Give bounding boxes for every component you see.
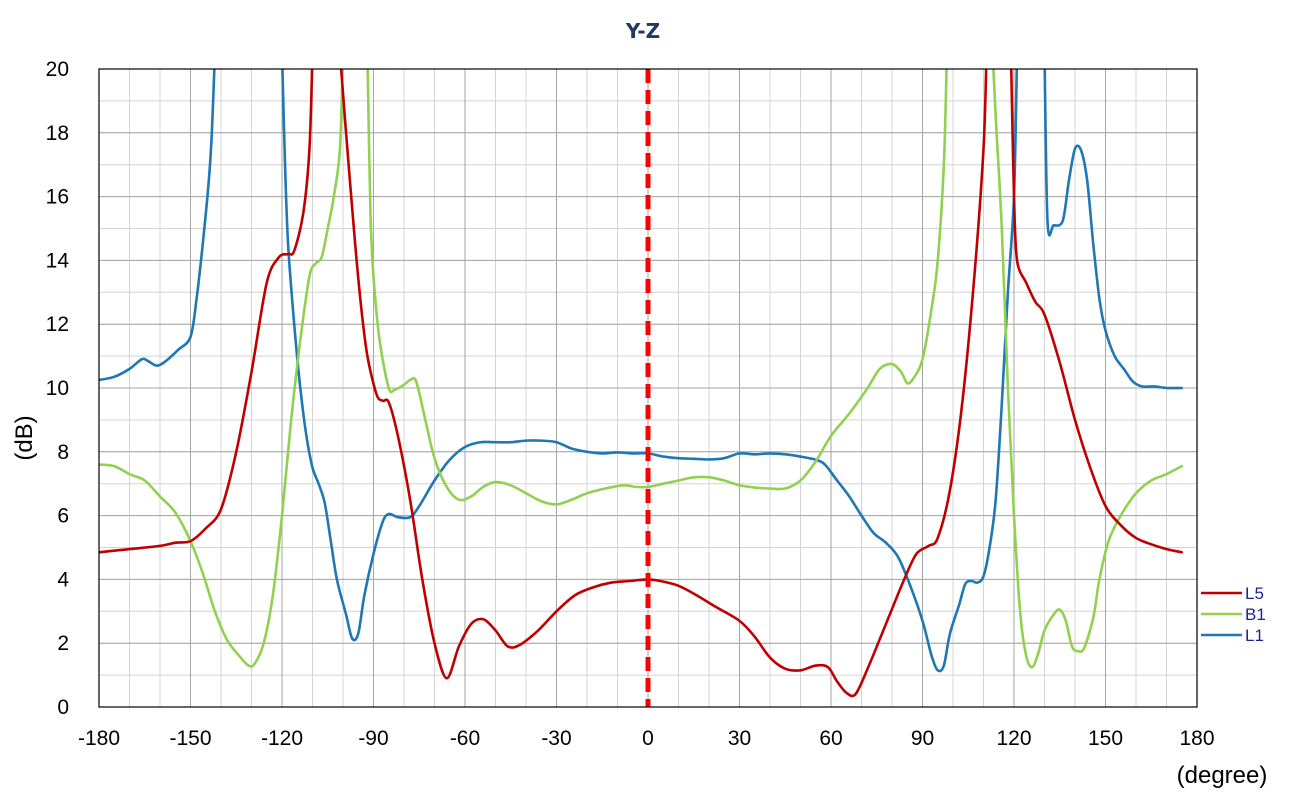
plot-frame bbox=[98, 68, 1198, 708]
series-line-l1 bbox=[99, 69, 216, 382]
legend-item-l1: L1 bbox=[1201, 626, 1264, 645]
legend-item-b1: B1 bbox=[1201, 605, 1266, 624]
x-tick-label: 90 bbox=[911, 727, 934, 750]
y-tick-label: 14 bbox=[46, 249, 70, 272]
y-tick-label: 2 bbox=[57, 632, 69, 655]
series-line-l1 bbox=[281, 69, 1019, 673]
y-tick-label: 16 bbox=[46, 186, 69, 209]
x-tick-label: -150 bbox=[169, 727, 211, 750]
x-tick-labels: -180 -150 -120 -90 -60 -30 0 30 60 90 120 150 180 bbox=[78, 727, 1215, 750]
series-layer bbox=[99, 69, 1184, 698]
x-tick-label: 60 bbox=[819, 727, 842, 750]
y-tick-labels: 0 2 4 6 8 10 12 14 16 18 20 bbox=[46, 58, 70, 719]
legend-label: B1 bbox=[1245, 605, 1266, 624]
series-line-b1 bbox=[366, 69, 948, 506]
y-tick-label: 20 bbox=[46, 58, 69, 81]
x-tick-label: 180 bbox=[1179, 727, 1214, 750]
x-tick-label: -60 bbox=[450, 727, 480, 750]
y-tick-label: 0 bbox=[57, 696, 69, 719]
legend-label: L5 bbox=[1245, 584, 1264, 603]
chart-title: Y-Z bbox=[625, 19, 660, 43]
x-tick-label: -90 bbox=[358, 727, 388, 750]
legend-label: L1 bbox=[1245, 626, 1264, 645]
series-line-l5 bbox=[339, 69, 988, 698]
y-axis-label: (dB) bbox=[11, 415, 38, 460]
series-line-b1 bbox=[992, 69, 1184, 669]
y-tick-label: 8 bbox=[57, 441, 69, 464]
x-tick-label: 150 bbox=[1088, 727, 1123, 750]
y-tick-label: 10 bbox=[46, 377, 69, 400]
series-line-l5 bbox=[1009, 69, 1184, 554]
x-tick-label: 30 bbox=[728, 727, 751, 750]
legend: L5 B1 L1 bbox=[1201, 584, 1266, 645]
x-tick-label: 0 bbox=[642, 727, 654, 750]
x-tick-label: -120 bbox=[261, 727, 303, 750]
series-b1 bbox=[99, 69, 1184, 669]
series-l1 bbox=[99, 69, 1184, 673]
x-axis-label: (degree) bbox=[1177, 762, 1268, 789]
y-tick-label: 12 bbox=[46, 313, 69, 336]
y-tick-label: 6 bbox=[57, 505, 69, 528]
x-tick-label: -180 bbox=[78, 727, 120, 750]
y-tick-label: 4 bbox=[57, 568, 69, 591]
series-line-l5 bbox=[99, 69, 314, 554]
series-line-l1 bbox=[1043, 69, 1184, 390]
legend-item-l5: L5 bbox=[1201, 584, 1264, 603]
series-line-b1 bbox=[99, 69, 344, 668]
x-tick-label: 120 bbox=[996, 727, 1031, 750]
y-tick-label: 18 bbox=[46, 122, 69, 145]
x-tick-label: -30 bbox=[541, 727, 571, 750]
